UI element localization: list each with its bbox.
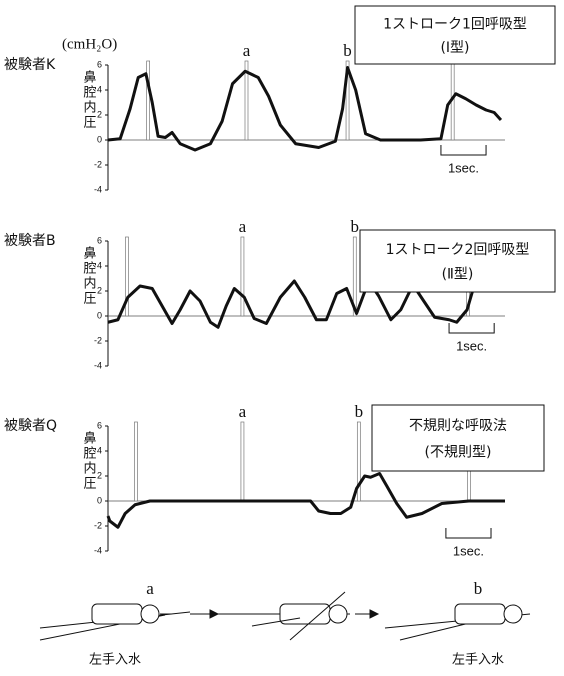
unit-label: (cmH₂O) [62,36,117,52]
y-tick-label: 6 [97,420,102,430]
stroke-marker [134,422,137,501]
scale-bar [446,528,491,538]
subject-label: 被験者Q [4,418,57,434]
event-label: a [239,402,247,421]
y-tick-label: 2 [97,285,102,295]
pressure-line [108,68,501,151]
type-box [360,230,555,292]
scale-bar-label: 1sec. [453,543,484,558]
y-tick-label: 2 [97,109,102,119]
figure: (cmH₂O) a b 左手入水 左手入水 被験者K 鼻腔内圧 -4 -2 0 2 4 6 a b… [0,0,564,676]
type-box-text: 1ストローク1回呼吸型 [383,17,527,33]
y-axis-label: 鼻腔内圧 [81,430,97,491]
event-label: a [243,41,251,60]
y-tick-label: 0 [97,495,102,505]
diagram-label: b [474,579,483,598]
y-tick-label: 4 [97,260,102,270]
swimmer-diagram [40,592,530,640]
y-tick-label: -2 [94,335,102,345]
y-tick-label: 6 [97,235,102,245]
type-box-text: 不規則な呼吸法 [409,418,507,434]
y-axis-label: 鼻腔内圧 [81,245,97,306]
type-box-text: (Ⅱ型) [442,267,474,283]
diagram-label: a [146,579,154,598]
y-tick-label: -4 [94,360,102,370]
y-tick-label: 4 [97,445,102,455]
y-tick-label: 6 [97,59,102,69]
type-box-text: (Ⅰ型) [440,40,469,56]
type-box-text: 1ストローク2回呼吸型 [386,242,530,258]
scale-bar-label: 1sec. [456,338,487,353]
y-tick-label: 0 [97,134,102,144]
y-tick-label: 4 [97,84,102,94]
event-label: a [239,217,247,236]
subject-label: 被験者K [4,57,56,73]
event-label: b [343,41,352,60]
subject-label: 被験者B [4,233,56,249]
type-box-text: (不規則型) [425,445,492,461]
stroke-marker [147,61,150,140]
stroke-marker [241,237,244,316]
event-label: b [351,217,360,236]
type-box [372,405,544,471]
diagram-label: 左手入水 [452,653,504,668]
y-tick-label: -2 [94,520,102,530]
event-label: b [355,402,364,421]
scale-bar [449,323,494,333]
y-tick-label: 2 [97,470,102,480]
pressure-line [108,474,505,528]
diagram-label: 左手入水 [89,653,141,668]
y-tick-label: -4 [94,545,102,555]
y-axis-label: 鼻腔内圧 [81,69,97,130]
y-tick-label: -4 [94,184,102,194]
y-tick-label: 0 [97,310,102,320]
y-tick-label: -2 [94,159,102,169]
scale-bar [441,145,486,155]
stroke-marker [241,422,244,501]
scale-bar-label: 1sec. [448,160,479,175]
